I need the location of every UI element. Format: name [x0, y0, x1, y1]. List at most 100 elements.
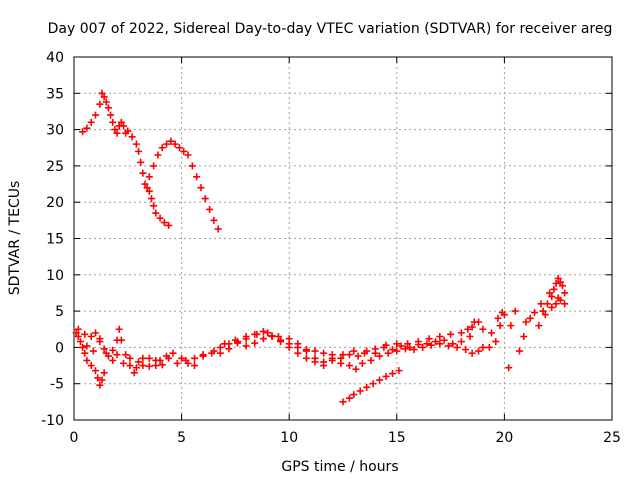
data-point	[543, 300, 551, 308]
data-point	[111, 126, 119, 134]
y-tick-label: 10	[46, 268, 64, 284]
data-point	[285, 340, 293, 348]
data-point	[350, 391, 358, 399]
data-point	[137, 158, 145, 166]
data-point	[436, 333, 444, 341]
data-point	[414, 340, 422, 348]
data-point	[548, 293, 556, 301]
data-points	[72, 89, 569, 406]
data-point	[98, 89, 106, 97]
data-point	[156, 214, 164, 222]
data-point	[72, 329, 80, 337]
data-point	[87, 362, 95, 370]
data-point	[505, 364, 513, 372]
data-point	[526, 314, 534, 322]
y-tick-label: -5	[50, 377, 64, 393]
data-point	[432, 338, 440, 346]
data-point	[96, 381, 104, 389]
data-point	[352, 365, 360, 373]
data-point	[76, 338, 84, 346]
x-tick-label: 0	[70, 430, 79, 446]
data-point	[464, 325, 472, 333]
data-point	[561, 289, 569, 297]
data-point	[363, 347, 371, 355]
data-point	[345, 362, 353, 370]
data-point	[382, 372, 390, 380]
data-point	[87, 333, 95, 341]
data-point	[113, 129, 121, 137]
data-point	[384, 349, 392, 357]
data-point	[427, 341, 435, 349]
data-point	[74, 333, 82, 341]
data-point	[102, 349, 110, 357]
data-point	[188, 162, 196, 170]
data-point	[328, 351, 336, 359]
data-point	[122, 351, 130, 359]
data-point	[339, 398, 347, 406]
data-point	[150, 202, 158, 210]
data-point	[511, 307, 519, 315]
data-point	[453, 343, 461, 351]
data-point	[87, 118, 95, 126]
data-point	[487, 329, 495, 337]
data-point	[376, 352, 384, 360]
data-point	[475, 347, 483, 355]
data-point	[184, 151, 192, 159]
data-point	[173, 359, 181, 367]
grid	[74, 57, 612, 420]
data-point	[119, 359, 127, 367]
data-point	[141, 180, 149, 188]
data-point	[79, 343, 87, 351]
data-point	[410, 346, 418, 354]
data-point	[268, 333, 276, 341]
data-point	[180, 147, 188, 155]
data-point	[561, 300, 569, 308]
data-point	[294, 343, 302, 351]
data-point	[152, 356, 160, 364]
data-point	[337, 354, 345, 362]
data-point	[395, 367, 403, 375]
data-point	[96, 338, 104, 346]
data-point	[201, 195, 209, 203]
data-point	[554, 274, 562, 282]
data-point	[210, 216, 218, 224]
data-point	[143, 184, 151, 192]
data-point	[485, 343, 493, 351]
data-point	[175, 144, 183, 152]
data-point	[363, 383, 371, 391]
data-point	[135, 358, 143, 366]
data-point	[468, 323, 476, 331]
data-point	[115, 325, 123, 333]
data-point	[492, 338, 500, 346]
data-point	[81, 349, 89, 357]
data-point	[367, 356, 375, 364]
data-point	[139, 169, 147, 177]
data-point	[531, 309, 539, 317]
data-point	[154, 151, 162, 159]
data-point	[376, 376, 384, 384]
data-point	[537, 300, 545, 308]
data-point	[193, 173, 201, 181]
x-tick-label: 20	[495, 430, 513, 446]
data-point	[145, 354, 153, 362]
data-point	[242, 342, 250, 350]
data-point	[259, 335, 267, 343]
data-point	[388, 346, 396, 354]
data-point	[107, 111, 115, 119]
data-point	[479, 343, 487, 351]
y-tick-label: 0	[55, 340, 64, 356]
data-point	[320, 349, 328, 357]
data-point	[191, 354, 199, 362]
data-point	[109, 356, 117, 364]
data-point	[507, 322, 515, 330]
y-tick-label: 35	[46, 86, 64, 102]
data-point	[371, 349, 379, 357]
data-point	[251, 339, 259, 347]
data-point	[145, 187, 153, 195]
data-point	[419, 343, 427, 351]
data-point	[320, 362, 328, 370]
data-point	[169, 349, 177, 357]
data-point	[92, 367, 100, 375]
series-early-start	[72, 329, 108, 389]
data-point	[178, 354, 186, 362]
